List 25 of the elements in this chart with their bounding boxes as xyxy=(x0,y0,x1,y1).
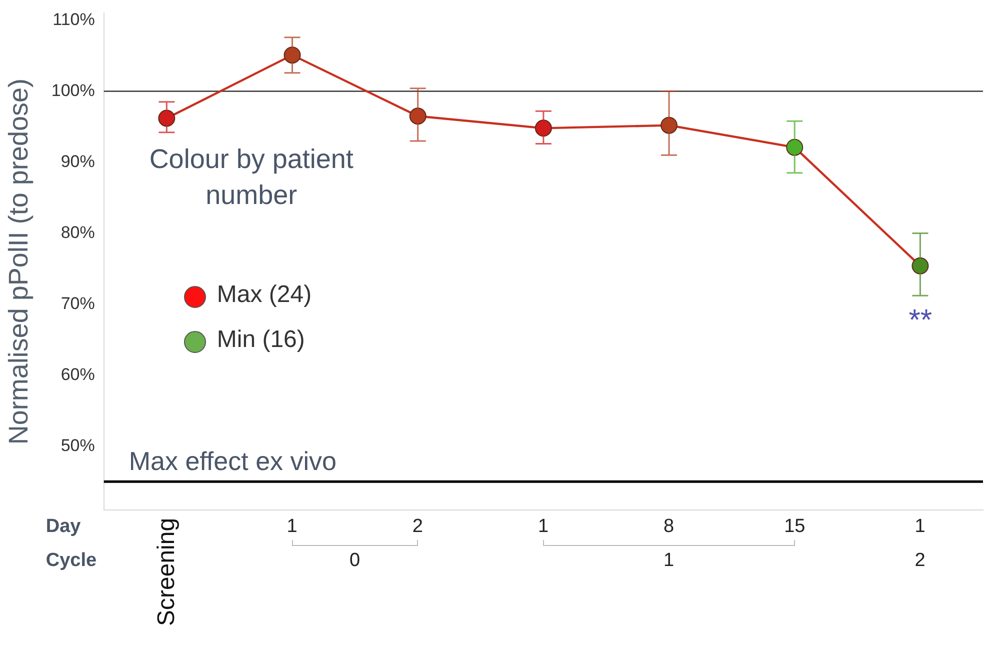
y-tick-label: 90% xyxy=(60,152,95,171)
x-tick-label: Screening xyxy=(152,518,181,626)
text: Cycle xyxy=(46,550,97,572)
annotation: ** xyxy=(908,304,932,338)
x-tick-label: 1 xyxy=(538,516,549,538)
ref-line-label: Max effect ex vivo xyxy=(128,446,336,476)
y-tick-label: 60% xyxy=(60,364,95,384)
x-tick-label: 1 xyxy=(286,516,298,538)
text: 0 xyxy=(350,550,360,572)
y-tick-label: 50% xyxy=(60,436,95,455)
legend-title: Colour by patient number xyxy=(148,142,354,212)
x-tick-label: 2 xyxy=(412,516,423,538)
y-axis-title: Normalised pPolII (to predose) xyxy=(4,78,34,445)
text: Day xyxy=(46,516,81,538)
text: 1 xyxy=(664,550,674,572)
annotation: Min (16) xyxy=(216,326,305,354)
text: 2 xyxy=(914,550,926,572)
x-tick-label: 1 xyxy=(914,516,926,538)
y-tick-label: 100% xyxy=(51,80,95,100)
y-tick-label: 110% xyxy=(52,10,95,29)
y-tick-label: 70% xyxy=(60,294,95,313)
annotation: Max (24) xyxy=(216,281,312,310)
x-tick-label: 15 xyxy=(784,516,806,538)
y-tick-label: 80% xyxy=(60,222,95,242)
x-tick-label: 8 xyxy=(664,516,674,538)
